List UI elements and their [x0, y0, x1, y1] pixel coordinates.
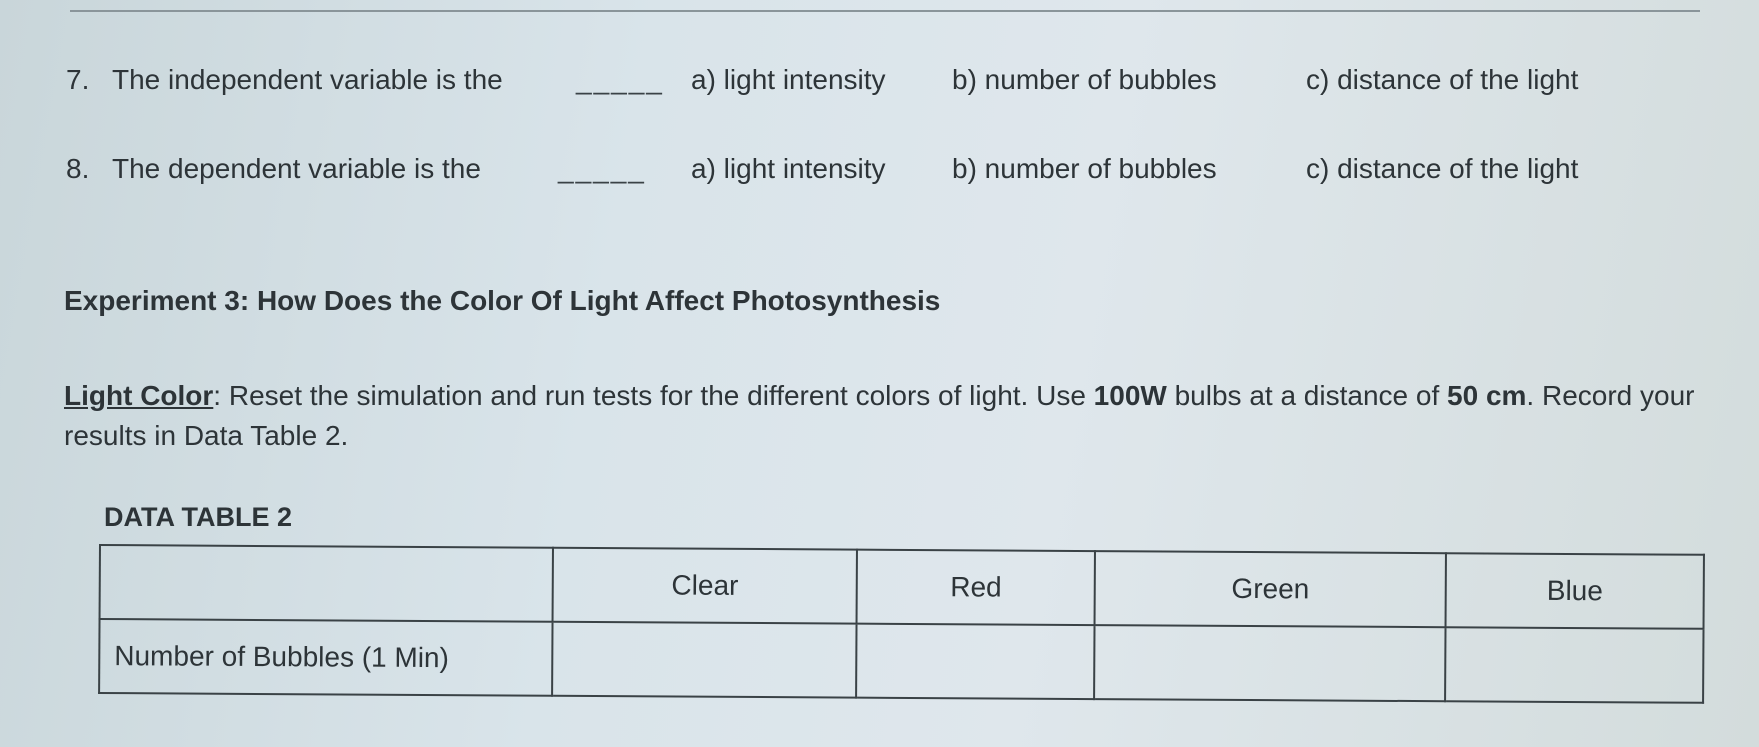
- header-cell: Clear: [552, 547, 858, 624]
- option-b: b) number of bubbles: [952, 64, 1217, 95]
- value-cell[interactable]: [1445, 627, 1704, 703]
- question-number: 7.: [66, 64, 90, 95]
- table-title: DATA TABLE 2: [104, 502, 292, 532]
- data-table-2: Clear Red Green Blue Number of Bubbles (…: [98, 544, 1705, 704]
- answer-blank[interactable]: _____: [558, 153, 646, 184]
- instructions-text: : Reset the simulation and run tests for…: [213, 380, 1094, 411]
- instructions-text: bulbs at a distance of: [1166, 380, 1448, 411]
- header-cell: [99, 545, 553, 622]
- header-cell: Green: [1094, 551, 1447, 628]
- wattage: 100W: [1093, 380, 1167, 411]
- value-cell[interactable]: [552, 621, 857, 698]
- header-cell: Blue: [1445, 553, 1704, 629]
- option-c: c) distance of the light: [1306, 64, 1579, 95]
- table-header-row: Clear Red Green Blue: [99, 545, 1704, 629]
- option-b: b) number of bubbles: [952, 153, 1217, 184]
- value-cell[interactable]: [856, 623, 1095, 700]
- experiment-heading: Experiment 3: How Does the Color Of Ligh…: [64, 285, 941, 316]
- light-color-label: Light Color: [64, 380, 214, 411]
- value-cell[interactable]: [1094, 625, 1446, 702]
- option-c: c) distance of the light: [1306, 153, 1579, 184]
- row-label: Number of Bubbles (1 Min): [99, 619, 553, 696]
- header-cell: Red: [856, 549, 1096, 626]
- question-text: The independent variable is the: [112, 64, 503, 95]
- instructions-text: . Record your results in Data Table 2.: [64, 380, 1695, 451]
- option-a: a) light intensity: [691, 153, 886, 184]
- answer-blank[interactable]: _____: [576, 64, 664, 95]
- instructions: Light Color: Reset the simulation and ru…: [64, 376, 1714, 456]
- question-number: 8.: [66, 153, 90, 184]
- table-row: Number of Bubbles (1 Min): [99, 619, 1704, 703]
- option-a: a) light intensity: [691, 64, 886, 95]
- question-text: The dependent variable is the: [112, 153, 481, 184]
- distance: 50 cm: [1447, 380, 1527, 411]
- top-divider: [70, 0, 1700, 12]
